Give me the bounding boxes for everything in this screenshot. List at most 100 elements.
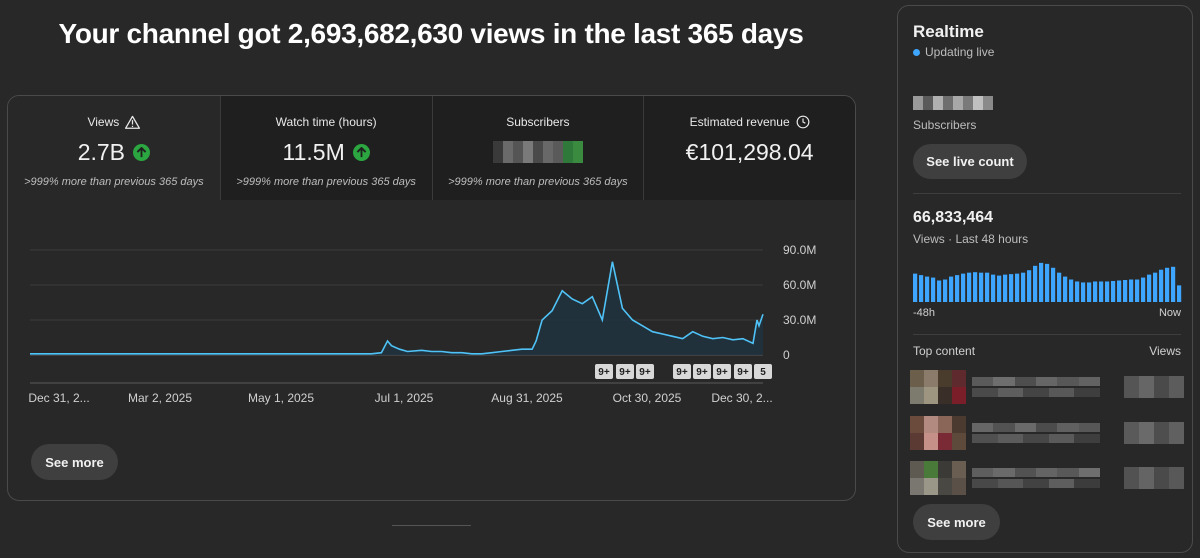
- realtime-bar[interactable]: [925, 276, 930, 302]
- x-tick-label: May 1, 2025: [248, 391, 314, 405]
- realtime-bar[interactable]: [1135, 279, 1140, 302]
- top-content-item[interactable]: [910, 370, 1184, 404]
- realtime-bar[interactable]: [1105, 281, 1110, 302]
- page-headline: Your channel got 2,693,682,630 views in …: [58, 18, 804, 49]
- arrow-up-icon: [133, 143, 151, 161]
- annotation-badge[interactable]: 9+: [595, 364, 613, 379]
- y-tick-label: 90.0M: [783, 243, 816, 257]
- realtime-bar[interactable]: [979, 272, 984, 302]
- realtime-bar[interactable]: [1093, 281, 1098, 302]
- realtime-bar[interactable]: [1165, 267, 1170, 302]
- annotation-badge[interactable]: 9+: [734, 364, 752, 379]
- views-chart[interactable]: 90.0M 60.0M 30.0M 0 9+ 9+ 9+ 9+ 9+ 9+ 9+ 5 Dec 31, 2…: [8, 200, 856, 430]
- realtime-bar[interactable]: [1147, 274, 1152, 302]
- realtime-bar[interactable]: [1027, 270, 1032, 302]
- realtime-bar[interactable]: [1003, 274, 1008, 302]
- realtime-bar[interactable]: [1081, 282, 1086, 302]
- metric-value: 2.7B: [77, 138, 126, 165]
- metric-title: Estimated revenue: [689, 115, 790, 129]
- realtime-views-value: 66,833,464: [913, 209, 994, 226]
- realtime-bar[interactable]: [1159, 269, 1164, 302]
- annotation-label: 9+: [716, 367, 728, 378]
- realtime-bar[interactable]: [1039, 262, 1044, 302]
- annotation-badge[interactable]: 9+: [673, 364, 691, 379]
- x-tick-label: Dec 30, 2...: [711, 391, 772, 405]
- views-line[interactable]: [30, 261, 764, 355]
- realtime-bar[interactable]: [949, 276, 954, 302]
- y-tick-label: 60.0M: [783, 278, 816, 292]
- redacted-value: [492, 141, 583, 163]
- realtime-bar[interactable]: [1117, 280, 1122, 302]
- realtime-bar[interactable]: [1069, 279, 1074, 302]
- annotation-label: 9+: [639, 367, 651, 378]
- realtime-bar[interactable]: [1075, 281, 1080, 302]
- realtime-bar[interactable]: [1177, 285, 1182, 302]
- realtime-bar[interactable]: [1051, 267, 1056, 302]
- annotation-badge[interactable]: 9+: [616, 364, 634, 379]
- annotation-badge[interactable]: 9+: [693, 364, 711, 379]
- metric-value: €101,298.04: [685, 138, 814, 165]
- scroll-indicator: [392, 525, 471, 526]
- realtime-bar[interactable]: [931, 277, 936, 302]
- realtime-bar[interactable]: [913, 273, 918, 302]
- realtime-bar[interactable]: [985, 272, 990, 302]
- x-tick-label: Mar 2, 2025: [128, 391, 192, 405]
- redacted-subscriber-count: [913, 96, 993, 110]
- realtime-bar[interactable]: [997, 275, 1002, 302]
- annotation-badge[interactable]: 9+: [713, 364, 731, 379]
- see-more-realtime-button[interactable]: See more: [913, 504, 1000, 540]
- top-content-header: Top content: [913, 344, 976, 358]
- see-more-button[interactable]: See more: [31, 444, 118, 480]
- x-tick-label: Dec 31, 2...: [28, 391, 89, 405]
- realtime-bar[interactable]: [937, 280, 942, 302]
- video-thumbnail: [910, 370, 966, 404]
- see-live-count-button[interactable]: See live count: [913, 144, 1027, 179]
- realtime-bar[interactable]: [1111, 280, 1116, 302]
- top-content-views-header: Views: [1149, 344, 1181, 358]
- realtime-bar[interactable]: [1141, 277, 1146, 302]
- metric-tab-views[interactable]: Views 2.7B >999% more than previous 365 …: [8, 96, 220, 200]
- metric-comparison: >999% more than previous 365 days: [236, 176, 416, 188]
- realtime-bar[interactable]: [1033, 265, 1038, 302]
- warning-icon[interactable]: [125, 115, 141, 129]
- metric-title: Views: [87, 115, 120, 129]
- top-content-item[interactable]: [910, 416, 1184, 450]
- realtime-bar[interactable]: [1153, 272, 1158, 302]
- realtime-bar[interactable]: [1099, 281, 1104, 302]
- annotation-label: 9+: [696, 367, 708, 378]
- realtime-bar[interactable]: [1063, 276, 1068, 302]
- redacted-views: [1124, 422, 1184, 444]
- realtime-bar[interactable]: [961, 273, 966, 302]
- realtime-bar[interactable]: [1171, 266, 1176, 302]
- realtime-bar[interactable]: [1045, 263, 1050, 302]
- realtime-bar[interactable]: [973, 272, 978, 302]
- realtime-bar[interactable]: [1087, 282, 1092, 302]
- top-content-item[interactable]: [910, 461, 1184, 495]
- realtime-bar[interactable]: [955, 275, 960, 302]
- realtime-bar[interactable]: [1057, 272, 1062, 302]
- realtime-title: Realtime: [913, 22, 984, 41]
- metric-value: 11.5M: [282, 138, 345, 165]
- realtime-bar[interactable]: [991, 274, 996, 302]
- realtime-bar[interactable]: [943, 279, 948, 302]
- annotation-badge[interactable]: 5: [754, 364, 772, 379]
- realtime-bar[interactable]: [1015, 273, 1020, 302]
- realtime-bar[interactable]: [1123, 280, 1128, 302]
- redacted-video-title: [972, 419, 1100, 447]
- metric-tab-subscribers[interactable]: Subscribers >999% more than previous 365…: [431, 96, 644, 200]
- realtime-bar[interactable]: [1009, 274, 1014, 302]
- annotation-badge[interactable]: 9+: [636, 364, 654, 379]
- realtime-bar[interactable]: [1129, 279, 1134, 302]
- realtime-bar[interactable]: [967, 272, 972, 302]
- live-dot-icon: [913, 48, 920, 56]
- realtime-bar[interactable]: [919, 275, 924, 302]
- metric-tab-watch-time[interactable]: Watch time (hours) 11.5M >999% more than…: [219, 96, 432, 200]
- annotation-label: 5: [760, 367, 766, 378]
- realtime-bar-chart[interactable]: [913, 258, 1183, 302]
- y-tick-label: 30.0M: [783, 313, 816, 327]
- x-tick-label: Oct 30, 2025: [613, 391, 682, 405]
- divider: [913, 334, 1181, 335]
- realtime-bar[interactable]: [1021, 272, 1026, 302]
- clock-icon[interactable]: [796, 115, 810, 129]
- metric-tab-revenue[interactable]: Estimated revenue €101,298.04: [643, 96, 855, 200]
